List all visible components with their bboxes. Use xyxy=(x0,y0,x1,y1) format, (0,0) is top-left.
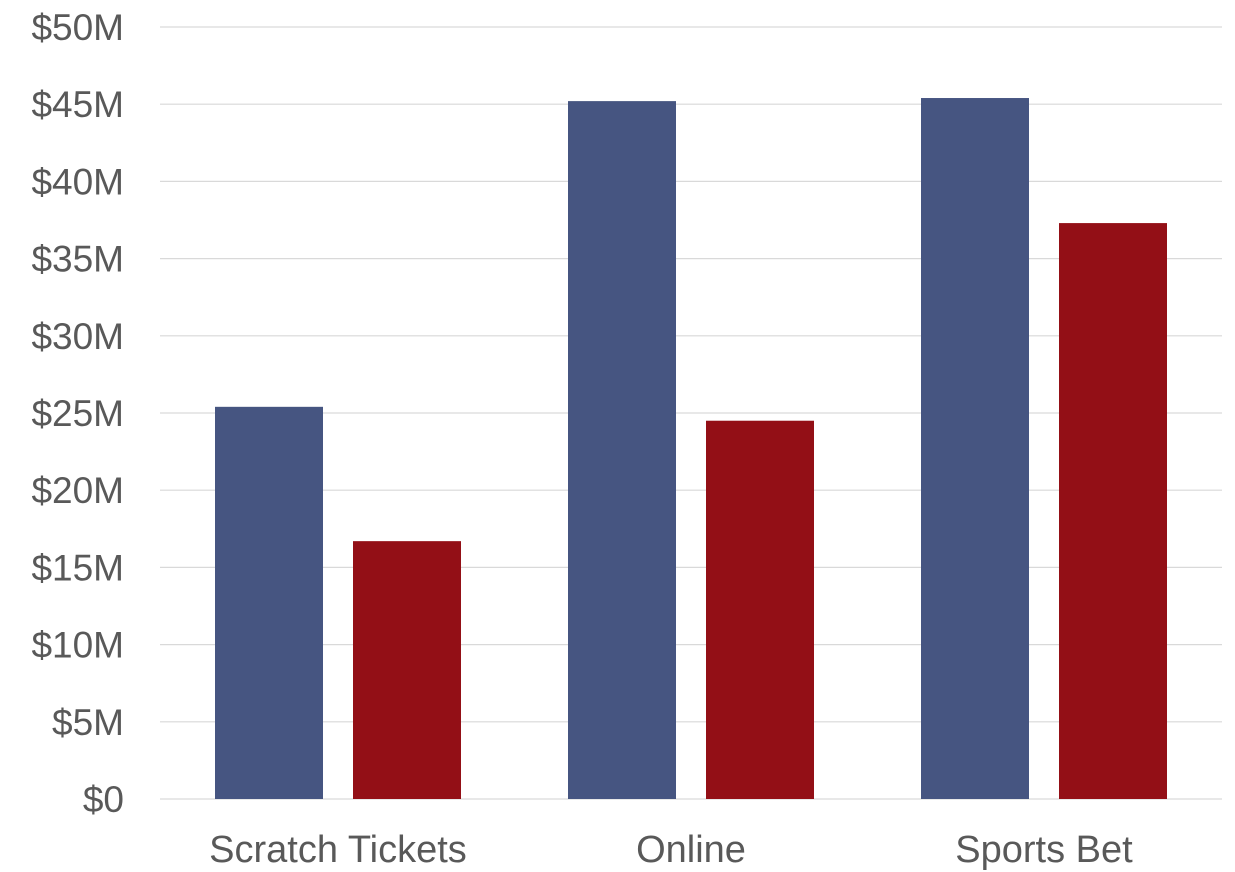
gridlines xyxy=(160,26,1222,800)
bar-series-1-scratch-tickets xyxy=(215,406,323,799)
y-tick-label: $50M xyxy=(31,7,124,48)
y-tick-label: $5M xyxy=(52,702,124,743)
y-axis-tick-labels: $0 $5M $10M $15M $20M $25M $30M $35M $40M $45M $50… xyxy=(31,7,124,820)
y-tick-label: $20M xyxy=(31,470,124,511)
y-tick-label: $10M xyxy=(31,625,124,666)
bar-series-1-sports-bet xyxy=(921,98,1029,800)
x-axis-category-labels: Scratch Tickets Online Sports Bet xyxy=(209,829,1133,871)
y-tick-label: $35M xyxy=(31,239,124,280)
x-category-label: Online xyxy=(636,829,746,871)
bar-series-2-sports-bet xyxy=(1059,223,1167,799)
y-tick-label: $15M xyxy=(31,547,124,588)
y-tick-label: $25M xyxy=(31,393,124,434)
y-tick-label: $45M xyxy=(31,84,124,125)
bar-series-1-online xyxy=(568,101,676,799)
x-category-label: Sports Bet xyxy=(955,829,1133,871)
y-tick-label: $0 xyxy=(83,779,124,820)
x-category-label: Scratch Tickets xyxy=(209,829,467,871)
bar-series-2-online xyxy=(706,420,814,799)
y-tick-label: $30M xyxy=(31,316,124,357)
bar-series-2-scratch-tickets xyxy=(353,541,461,799)
y-tick-label: $40M xyxy=(31,161,124,202)
bars xyxy=(215,98,1167,800)
